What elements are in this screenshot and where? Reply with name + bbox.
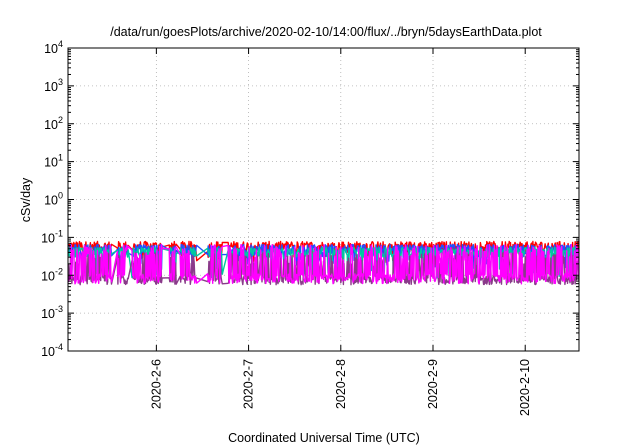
- x-tick-label: 2020-2-10: [518, 359, 532, 416]
- x-axis-label: Coordinated Universal Time (UTC): [228, 431, 420, 445]
- x-tick-label: 2020-2-8: [334, 359, 348, 409]
- series-line: [68, 243, 579, 285]
- x-tick-label: 2020-2-9: [426, 359, 440, 409]
- grid: [68, 48, 579, 351]
- y-axis-label: cSv/day: [19, 177, 33, 222]
- x-tick-label: 2020-2-6: [149, 359, 163, 409]
- series-layer: [68, 240, 579, 286]
- x-axis: 2020-2-6 2020-2-7 2020-2-8 2020-2-9 2020-2-1…: [149, 48, 532, 416]
- x-tick-label: 2020-2-7: [242, 359, 256, 409]
- chart-title: /data/run/goesPlots/archive/2020-02-10/1…: [110, 25, 542, 39]
